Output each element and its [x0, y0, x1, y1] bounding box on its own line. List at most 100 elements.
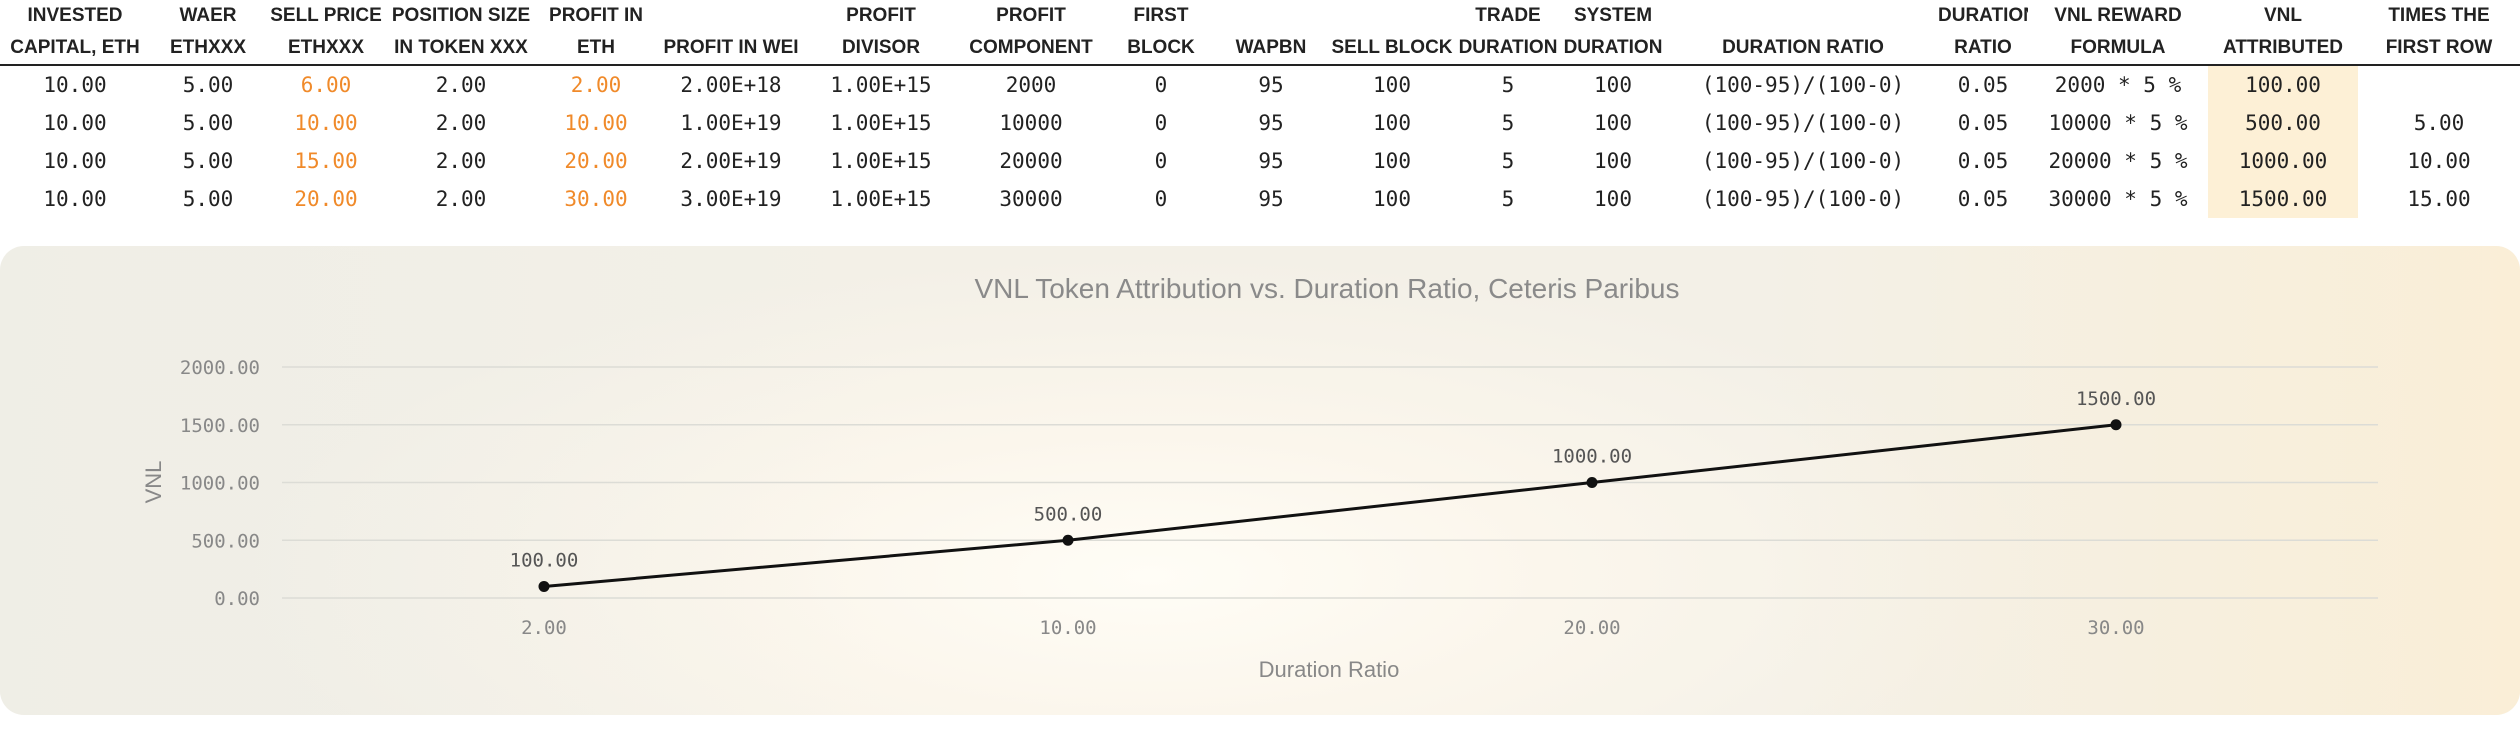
table-cell[interactable]: 10.00: [43, 149, 107, 173]
data-point[interactable]: [2110, 419, 2122, 431]
table-cell[interactable]: 0: [1154, 73, 1168, 97]
table-cell[interactable]: 0.05: [1957, 149, 2009, 173]
table-cell[interactable]: 1000.00: [2208, 142, 2358, 180]
table-cell[interactable]: 30.00: [564, 187, 628, 211]
table-cell[interactable]: 95: [1258, 149, 1284, 173]
table-cell[interactable]: 0.05: [1957, 73, 2009, 97]
table-cell[interactable]: 5: [1501, 73, 1515, 97]
table-cell[interactable]: 500.00: [2208, 104, 2358, 142]
table-cell[interactable]: 100: [1373, 149, 1411, 173]
column-header-8-line2: BLOCK: [1106, 32, 1216, 66]
y-tick-label: 2000.00: [180, 357, 260, 379]
data-point[interactable]: [1586, 477, 1598, 488]
table-cell[interactable]: 10.00: [43, 187, 107, 211]
table-cell[interactable]: 5.00: [182, 187, 234, 211]
table-cell[interactable]: 2.00: [435, 149, 487, 173]
table-cell[interactable]: 1.00E+15: [830, 73, 932, 97]
table-cell[interactable]: 100: [1594, 149, 1632, 173]
table-cell[interactable]: 100: [1373, 111, 1411, 135]
column-header-5-line1: [656, 0, 806, 32]
table-cell[interactable]: 5.00: [182, 111, 234, 135]
table-cell[interactable]: 6.00: [300, 73, 352, 97]
table-cell[interactable]: 20.00: [294, 187, 358, 211]
table-cell[interactable]: 100: [1594, 73, 1632, 97]
table-cell[interactable]: 2.00E+18: [680, 73, 782, 97]
table-cell[interactable]: 0.05: [1957, 187, 2009, 211]
column-header-15-line2: FORMULA: [2028, 32, 2208, 66]
table-cell[interactable]: 0: [1154, 111, 1168, 135]
table-cell[interactable]: 5: [1501, 111, 1515, 135]
chart-panel: VNL Token Attribution vs. Duration Ratio…: [0, 246, 2520, 715]
table-cell[interactable]: 95: [1258, 111, 1284, 135]
table-cell[interactable]: 2000: [1005, 73, 1057, 97]
table-cell[interactable]: 30000 * 5 %: [2048, 187, 2188, 211]
table-cell[interactable]: 2.00: [435, 111, 487, 135]
table-cell[interactable]: 1500.00: [2208, 180, 2358, 218]
table-cell[interactable]: 15.00: [2407, 187, 2471, 211]
table-cell[interactable]: (100-95)/(100-0): [1701, 149, 1905, 173]
column-header-3-line1: POSITION SIZE: [391, 5, 531, 26]
table-cell[interactable]: 5.00: [182, 73, 234, 97]
table-cell[interactable]: 20000 * 5 %: [2048, 149, 2188, 173]
header-row-bottom: CAPITAL, ETH ETHXXX ETHXXX IN TOKEN XXX ETH P…: [0, 32, 2520, 66]
table-cell[interactable]: 1.00E+19: [680, 111, 782, 135]
table-cell[interactable]: 0.05: [1957, 111, 2009, 135]
table-cell[interactable]: [2358, 65, 2520, 104]
column-header-7-line2: COMPONENT: [956, 32, 1106, 66]
table-cell[interactable]: (100-95)/(100-0): [1701, 187, 1905, 211]
table-cell[interactable]: 1.00E+15: [830, 187, 932, 211]
table-cell[interactable]: 20.00: [564, 149, 628, 173]
table-cell[interactable]: 2.00E+19: [680, 149, 782, 173]
table-cell[interactable]: 2000 * 5 %: [2054, 73, 2182, 97]
column-header-2-line2: ETHXXX: [266, 32, 386, 66]
column-header-0-line2: CAPITAL, ETH: [0, 32, 150, 66]
y-tick-label: 1000.00: [180, 473, 260, 495]
table-cell[interactable]: 20000: [999, 149, 1063, 173]
table-cell[interactable]: 100: [1594, 187, 1632, 211]
table-cell[interactable]: 100: [1373, 73, 1411, 97]
column-header-9-line2: WAPBN: [1216, 32, 1326, 66]
column-header-17-line2: FIRST ROW: [2358, 32, 2520, 66]
table-cell[interactable]: 30000: [999, 187, 1063, 211]
table-cell[interactable]: 10.00: [564, 111, 628, 135]
table-cell[interactable]: 100.00: [2208, 65, 2358, 104]
table-cell[interactable]: 5: [1501, 187, 1515, 211]
column-header-2-line1: SELL PRICE: [270, 5, 382, 26]
chart-background: [0, 246, 2520, 715]
table-cell[interactable]: 2.00: [435, 73, 487, 97]
table-cell[interactable]: 10000: [999, 111, 1063, 135]
table-cell[interactable]: 10.00: [43, 111, 107, 135]
table-cell[interactable]: (100-95)/(100-0): [1701, 111, 1905, 135]
table-cell[interactable]: 1.00E+15: [830, 149, 932, 173]
table-cell[interactable]: 100: [1373, 187, 1411, 211]
data-point[interactable]: [538, 580, 550, 592]
table-cell[interactable]: 1.00E+15: [830, 111, 932, 135]
x-tick-label: 30.00: [2087, 617, 2144, 639]
x-tick-label: 20.00: [1563, 617, 1620, 639]
table-cell[interactable]: 0: [1154, 149, 1168, 173]
column-header-4-line2: ETH: [536, 32, 656, 66]
table-cell[interactable]: 100: [1594, 111, 1632, 135]
table-cell[interactable]: 0: [1154, 187, 1168, 211]
x-axis-label: Duration Ratio: [1259, 657, 1400, 682]
table-cell[interactable]: 10.00: [2407, 149, 2471, 173]
table-cell[interactable]: 5.00: [2413, 111, 2465, 135]
table-cell[interactable]: 10.00: [43, 73, 107, 97]
table-cell[interactable]: 10.00: [294, 111, 358, 135]
table-cell[interactable]: 95: [1258, 73, 1284, 97]
table-cell[interactable]: 5.00: [182, 149, 234, 173]
column-header-6-line1: PROFIT: [846, 5, 916, 26]
table-cell[interactable]: 2.00: [435, 187, 487, 211]
table-cell[interactable]: 3.00E+19: [680, 187, 782, 211]
table-cell[interactable]: (100-95)/(100-0): [1701, 73, 1905, 97]
column-header-6-line2: DIVISOR: [806, 32, 956, 66]
table-cell[interactable]: 5: [1501, 149, 1515, 173]
column-header-10-line1: [1326, 0, 1458, 32]
table-cell[interactable]: 10000 * 5 %: [2048, 111, 2188, 135]
table-cell[interactable]: 95: [1258, 187, 1284, 211]
table-body: 10.00 5.00 6.00 2.00 2.00 2.00E+18 1.00E+15 200…: [0, 65, 2520, 218]
data-point[interactable]: [1062, 534, 1074, 546]
table-cell[interactable]: 2.00: [570, 73, 622, 97]
data-label: 1500.00: [2076, 388, 2156, 410]
table-cell[interactable]: 15.00: [294, 149, 358, 173]
